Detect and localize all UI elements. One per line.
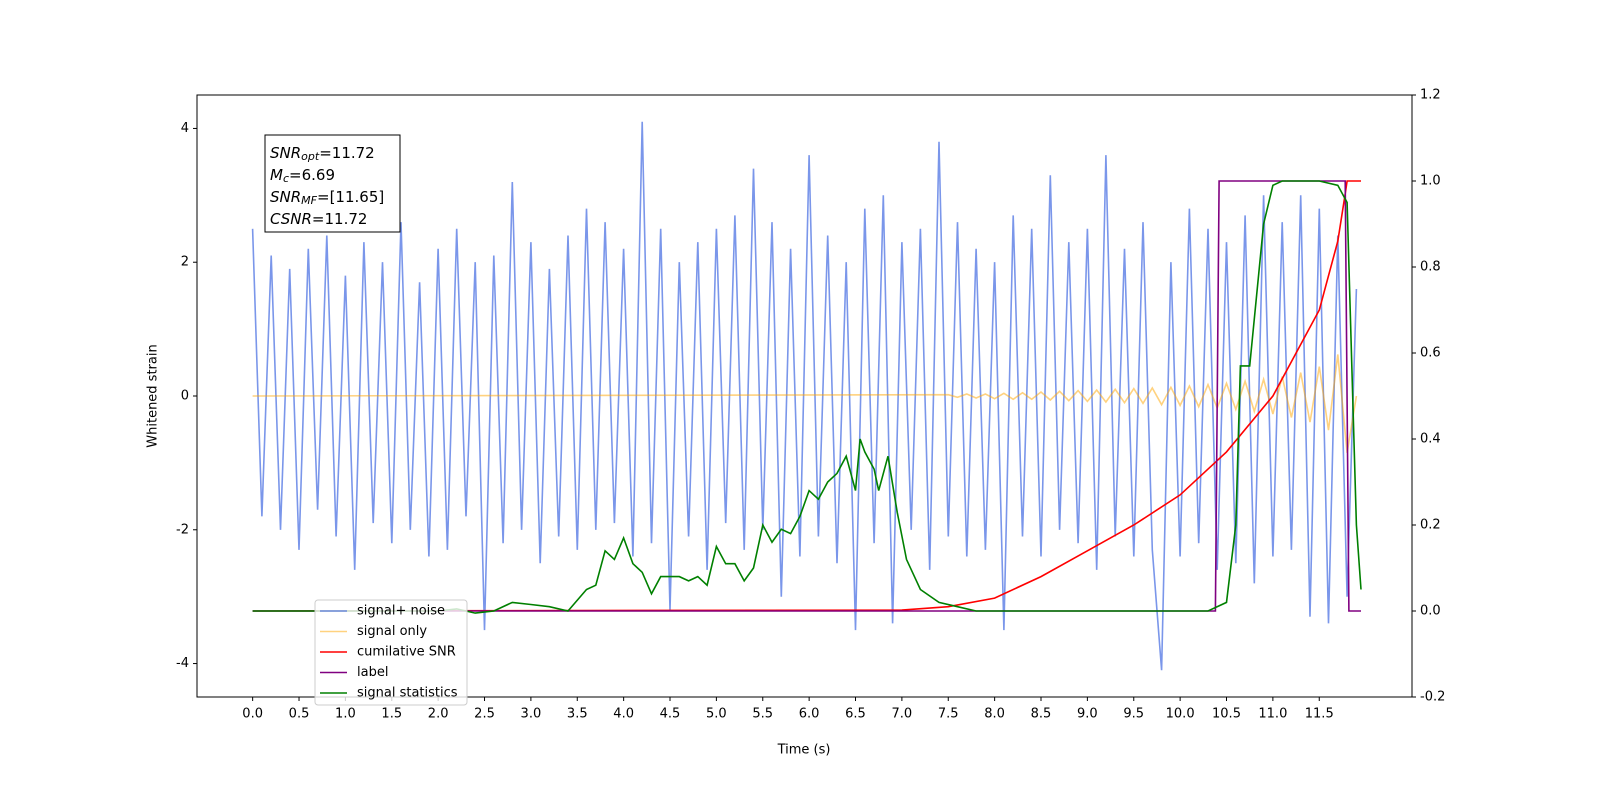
annotation-rest: =11.72 [312,210,368,228]
marks [251,121,1362,671]
annotation-line: SNRopt=11.72 [270,144,375,164]
x-tick-label: 2.0 [428,707,449,722]
annotation-sub: c [283,172,289,185]
x-tick-label: 10.0 [1166,707,1195,722]
annotation-line: Mc=6.69 [270,166,335,186]
y2-tick-label: -0.2 [1420,690,1445,705]
x-tick-label: 4.5 [660,707,681,722]
y2-tick-label: 0.6 [1420,346,1441,361]
x-tick-label: 3.0 [521,707,542,722]
series-line [252,180,1361,612]
annotation-frame [264,134,401,233]
legend-label: cumilative SNR [357,645,456,660]
x-tick-label: 0.5 [289,707,310,722]
x-tick-label: 11.5 [1305,707,1334,722]
y-tick-label: 0 [181,389,189,404]
legend-label: signal statistics [357,686,458,701]
x-tick-label: 9.0 [1077,707,1098,722]
y2-tick-label: 0.2 [1420,518,1441,533]
series-line [252,354,1358,454]
x-tick-label: 2.5 [474,707,495,722]
annotation-main: SNR [270,188,301,206]
x-tick-label: 9.5 [1123,707,1144,722]
x-tick-label: 1.0 [335,707,356,722]
legend: signal+ noise signal only cumilative SNR la… [314,599,468,706]
x-tick-label: 3.5 [567,707,588,722]
series-line [251,121,1358,671]
annotation-rest: =11.72 [319,144,375,162]
x-tick-label: 1.5 [381,707,402,722]
annotation-sub: opt [301,150,320,163]
y-tick-label: -2 [176,522,189,537]
y-tick-label: 2 [181,255,189,270]
legend-label: label [357,665,388,680]
annotation-rest: =6.69 [289,166,335,184]
y2-tick-label: 1.0 [1420,174,1441,189]
x-tick-label: 4.0 [613,707,634,722]
y2-tick-label: 1.2 [1420,88,1441,103]
x-tick-label: 6.5 [845,707,866,722]
annotation-main: M [270,166,283,184]
annotation-main: SNR [270,144,301,162]
y-tick-label: -4 [176,656,189,671]
legend-label: signal only [357,624,427,639]
x-tick-label: 7.5 [938,707,959,722]
annotation-line: SNRMF=[11.65] [270,188,384,208]
annotation-line: CSNR=11.72 [270,210,367,228]
x-tick-label: 5.5 [752,707,773,722]
x-tick-label: 11.0 [1258,707,1287,722]
x-tick-label: 6.0 [799,707,820,722]
x-tick-label: 8.0 [984,707,1005,722]
legend-label: signal+ noise [357,604,445,619]
annotation-rest: =[11.65] [317,188,384,206]
x-tick-label: 7.0 [892,707,913,722]
y-axis-label: Whitened strain [146,344,161,447]
y2-tick-label: 0.0 [1420,604,1441,619]
annotation-sub: MF [301,194,317,207]
annotation-box: SNRopt=11.72Mc=6.69SNRMF=[11.65]CSNR=11.… [264,134,401,233]
series-line [252,180,1362,614]
y-tick-label: 4 [181,121,189,136]
x-tick-label: 5.0 [706,707,727,722]
y2-tick-label: 0.4 [1420,432,1441,447]
x-tick-label: 10.5 [1212,707,1241,722]
x-tick-label: 8.5 [1031,707,1052,722]
x-tick-label: 0.0 [242,707,263,722]
legend-frame [314,599,468,706]
y2-tick-label: 0.8 [1420,260,1441,275]
x-axis-label: Time (s) [777,743,831,758]
annotation-main: CSNR [270,210,312,228]
